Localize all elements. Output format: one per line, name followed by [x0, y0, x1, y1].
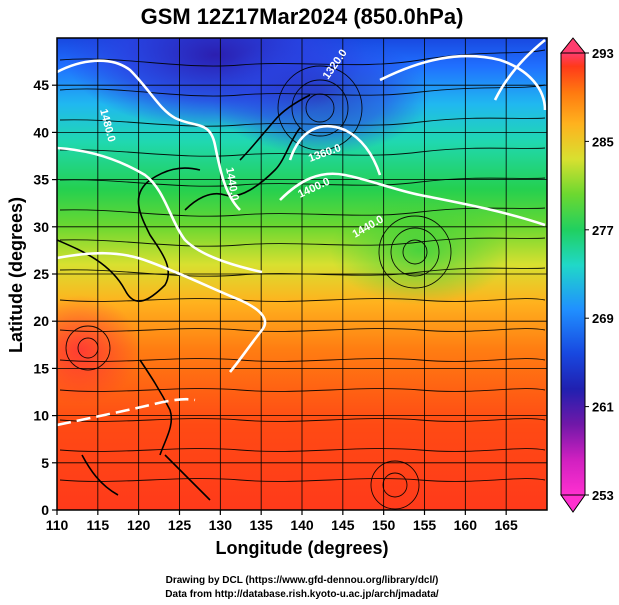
y-axis-title: Latitude (degrees) — [6, 197, 26, 353]
x-tick-label: 110 — [46, 517, 69, 533]
colorbar-body — [560, 52, 586, 496]
y-tick-label: 35 — [33, 172, 49, 188]
colorbar-tick-label: 261 — [592, 400, 614, 415]
colorbar-tick-label: 269 — [592, 311, 614, 326]
y-axis-ticks: 0 5 10 15 20 25 30 35 40 45 — [33, 77, 57, 518]
cold-core-shading-east — [210, 38, 430, 155]
colorbar-tick-label: 253 — [592, 488, 614, 503]
wind-streamlines — [59, 49, 546, 510]
x-tick-label: 125 — [168, 517, 192, 533]
x-axis-title: Longitude (degrees) — [215, 538, 388, 558]
y-tick-label: 25 — [33, 266, 49, 282]
height-contours — [57, 38, 547, 427]
x-tick-label: 130 — [209, 517, 233, 533]
colorbar-tick-label: 285 — [592, 134, 614, 149]
x-tick-label: 155 — [413, 517, 437, 533]
x-tick-label: 120 — [127, 517, 151, 533]
y-tick-label: 40 — [33, 124, 49, 140]
y-tick-label: 20 — [33, 313, 49, 329]
colorbar-ticks: 293 285 277 269 261 253 — [585, 46, 614, 503]
y-tick-label: 0 — [41, 502, 49, 518]
x-tick-label: 115 — [87, 517, 110, 533]
contour-label: 1440.0 — [223, 166, 241, 201]
x-tick-label: 150 — [372, 517, 396, 533]
x-tick-label: 165 — [494, 517, 518, 533]
x-tick-label: 160 — [454, 517, 478, 533]
plot-area: 1480.0 1440.0 1360.0 1320.0 1400.0 1440.… — [57, 38, 547, 510]
y-tick-label: 30 — [33, 219, 49, 235]
colorbar-top-arrow — [559, 37, 587, 54]
colorbar-tick-label: 293 — [592, 46, 614, 61]
green-lobe-shading — [330, 195, 510, 305]
y-tick-label: 15 — [33, 360, 49, 376]
y-tick-label: 45 — [33, 77, 49, 93]
x-axis-ticks: 110 115 120 125 130 135 140 145 150 155 160 165 — [46, 510, 518, 533]
x-tick-label: 145 — [331, 517, 355, 533]
y-tick-label: 10 — [33, 408, 49, 424]
figure-title: GSM 12Z17Mar2024 (850.0hPa) — [141, 4, 464, 29]
x-tick-label: 135 — [249, 517, 273, 533]
credit-line-data: Data from http://database.rish.kyoto-u.a… — [165, 589, 439, 600]
y-tick-label: 5 — [41, 455, 49, 471]
colorbar-tick-label: 277 — [592, 223, 614, 238]
credit-line-drawing: Drawing by DCL (https://www.gfd-dennou.o… — [166, 575, 439, 586]
colorbar-bottom-arrow — [560, 494, 586, 513]
x-tick-label: 140 — [290, 517, 314, 533]
warm-core-shading — [57, 295, 140, 405]
colorbar: 293 285 277 269 261 253 — [559, 37, 614, 513]
